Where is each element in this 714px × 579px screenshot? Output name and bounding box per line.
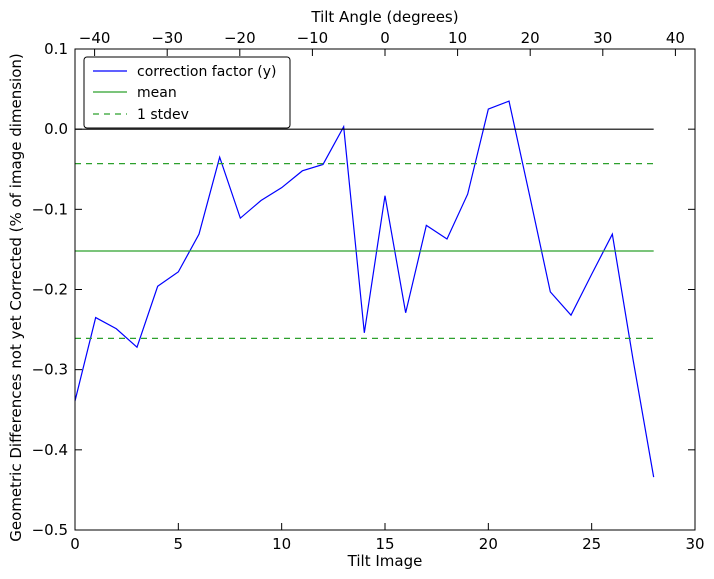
x-tick-label: 25	[582, 535, 601, 553]
top-tick-label: 40	[666, 29, 685, 47]
top-tick-label: −20	[224, 29, 256, 47]
y-tick-label: −0.4	[32, 441, 68, 459]
top-axis-label: Tilt Angle (degrees)	[310, 8, 458, 26]
y-tick-label: −0.1	[32, 200, 68, 218]
y-tick-label: 0.0	[44, 120, 68, 138]
legend-box	[83, 56, 291, 129]
legend-label-stdev: 1 stdev	[137, 107, 189, 123]
legend: correction factor (y) mean 1 stdev	[83, 56, 291, 129]
y-tick-label: −0.2	[32, 281, 68, 299]
legend-label-correction-factor: correction factor (y)	[137, 64, 276, 80]
series-line-0	[74, 100, 655, 478]
legend-label-mean: mean	[137, 85, 177, 101]
x-tick-label: 30	[685, 535, 704, 553]
top-tick-label: 10	[448, 29, 467, 47]
top-tick-label: 30	[593, 29, 612, 47]
top-tick-label: −40	[79, 29, 111, 47]
top-tick-label: −30	[151, 29, 183, 47]
y-tick-label: −0.5	[32, 521, 68, 539]
top-tick-label: 20	[521, 29, 540, 47]
ticks-layer: 0 5 10 15 20 25 30 −0.5 −0.4 −0.3 −0.2 −0.1 0.0 0.1 −4…	[32, 29, 705, 553]
x-tick-label: 0	[70, 535, 80, 553]
x-tick-label: 20	[479, 535, 498, 553]
y-tick-label: 0.1	[44, 40, 68, 58]
y-axis-label: Geometric Differences not yet Corrected …	[7, 53, 25, 542]
x-tick-label: 5	[174, 535, 184, 553]
top-tick-label: 0	[380, 29, 390, 47]
y-tick-label: −0.3	[32, 361, 68, 379]
x-axis-label: Tilt Image	[347, 552, 423, 570]
x-tick-label: 10	[272, 535, 291, 553]
x-tick-label: 15	[375, 535, 394, 553]
series-layer	[74, 100, 655, 478]
top-tick-label: −10	[297, 29, 329, 47]
